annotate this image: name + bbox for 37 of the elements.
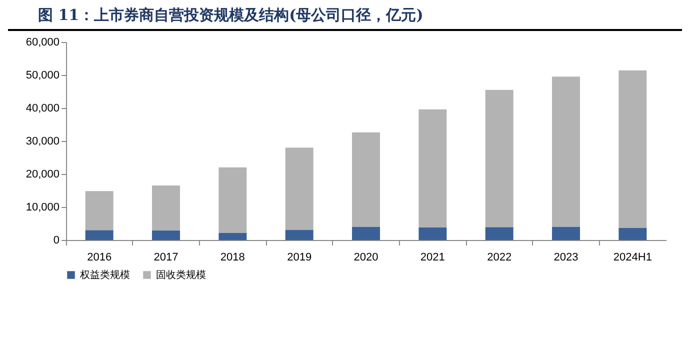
x-tick-label: 2024H1 — [613, 252, 652, 264]
legend-label: 固收类规模 — [156, 269, 206, 281]
bar — [152, 186, 180, 230]
bar — [218, 232, 247, 240]
x-tick-label: 2021 — [420, 252, 445, 264]
bar — [285, 230, 314, 240]
bar — [618, 70, 647, 228]
bar — [552, 226, 580, 240]
bar — [352, 226, 380, 240]
x-tick-label: 2023 — [554, 252, 578, 264]
y-tick-label: 20,000 — [26, 168, 60, 180]
legend-label: 权益类规模 — [79, 269, 130, 281]
x-tick-label: 2017 — [154, 252, 178, 264]
x-tick-label: 2016 — [87, 252, 112, 264]
bar — [552, 76, 580, 227]
x-tick-label: 2022 — [487, 252, 512, 264]
bar — [418, 227, 447, 240]
y-tick-label: 50,000 — [26, 70, 60, 82]
bar — [285, 148, 314, 230]
bar — [485, 90, 514, 228]
y-tick-label: 60,000 — [26, 36, 60, 48]
bar — [618, 228, 647, 240]
bar — [485, 227, 514, 240]
x-tick-label: 2020 — [354, 252, 378, 264]
y-tick-label: 40,000 — [26, 102, 60, 114]
x-tick-label: 2018 — [220, 252, 245, 264]
y-tick-label: 30,000 — [26, 136, 60, 148]
bar — [85, 230, 114, 240]
x-tick-label: 2019 — [287, 252, 312, 264]
y-tick-label: 0 — [53, 234, 60, 246]
chart-title: 图 11：上市券商自营投资规模及结构(母公司口径，亿元) — [8, 6, 682, 31]
bar — [152, 230, 180, 240]
bar — [218, 167, 247, 233]
y-tick-label: 10,000 — [26, 202, 60, 214]
bar — [85, 191, 114, 230]
bar — [418, 109, 447, 228]
bar — [352, 132, 380, 227]
